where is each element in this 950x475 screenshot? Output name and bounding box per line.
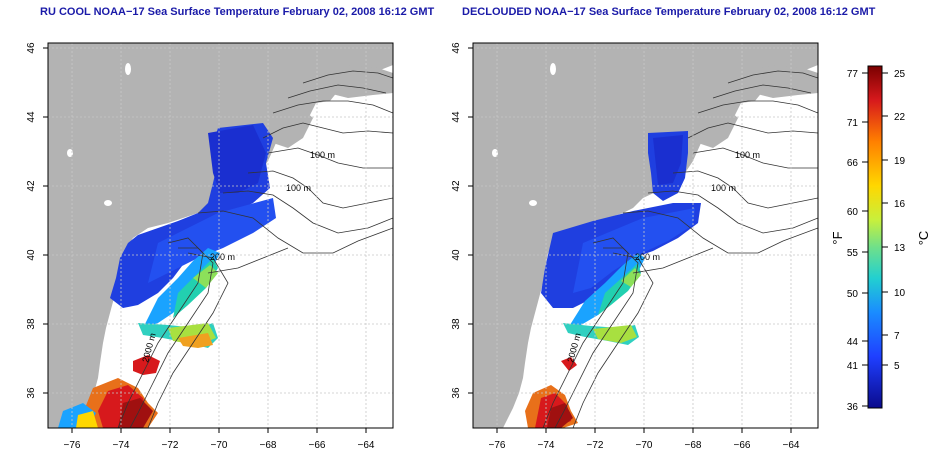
sst-warm-gulf-stream xyxy=(133,355,160,375)
lat-tick: 46 xyxy=(451,42,462,54)
bathymetry-contours xyxy=(117,70,393,428)
celsius-tick: 16 xyxy=(894,199,906,210)
lon-tick: −70 xyxy=(211,440,228,451)
lon-tick: −64 xyxy=(783,440,800,451)
lat-tick: 44 xyxy=(451,111,462,123)
lat-tick: 44 xyxy=(26,111,37,123)
lat-tick: 38 xyxy=(26,318,37,330)
fahrenheit-tick: 50 xyxy=(847,289,859,300)
lon-tick: −74 xyxy=(113,440,130,451)
celsius-tick: 25 xyxy=(894,69,906,80)
right-panel-title: DECLOUDED NOAA−17 Sea Surface Temperatur… xyxy=(462,6,876,18)
fahrenheit-tick: 66 xyxy=(847,158,859,169)
colorbar-scale xyxy=(867,65,883,409)
celsius-tick: 10 xyxy=(894,288,906,299)
fahrenheit-tick: 60 xyxy=(847,207,859,218)
fahrenheit-unit-label: °F xyxy=(830,231,845,244)
contour-label-100m-a: 100 m xyxy=(735,150,760,160)
right-map-panel: 100 m 100 m 200 m 2000 m xyxy=(451,42,819,451)
lat-tick: 46 xyxy=(26,42,37,54)
bathymetry-contours xyxy=(542,70,818,428)
land-mass xyxy=(473,43,818,428)
lon-tick: −68 xyxy=(260,440,277,451)
lon-tick: −74 xyxy=(538,440,555,451)
lat-tick: 36 xyxy=(451,387,462,399)
fahrenheit-tick: 77 xyxy=(847,69,859,80)
fahrenheit-tick: 44 xyxy=(847,337,859,348)
lon-tick: −76 xyxy=(64,440,81,451)
temperature-colorbar: 77 71 66 60 55 50 44 41 36 25 22 19 16 1… xyxy=(830,65,931,413)
left-map-panel: 100 m 100 m 200 m 2000 m xyxy=(26,42,394,451)
lon-tick: −70 xyxy=(636,440,653,451)
fahrenheit-tick: 41 xyxy=(847,361,859,372)
lat-tick: 40 xyxy=(26,249,37,261)
lat-tick: 42 xyxy=(26,180,37,192)
lon-tick: −72 xyxy=(587,440,604,451)
contour-label-200m: 200 m xyxy=(210,252,235,262)
celsius-tick: 7 xyxy=(894,331,900,342)
left-panel-title: RU COOL NOAA−17 Sea Surface Temperature … xyxy=(40,6,435,18)
contour-label-200m: 200 m xyxy=(635,252,660,262)
lat-lon-grid xyxy=(48,43,393,428)
land-mass xyxy=(48,43,393,428)
lat-tick: 38 xyxy=(451,318,462,330)
contour-label-100m-b: 100 m xyxy=(286,183,311,193)
lat-tick: 40 xyxy=(451,249,462,261)
fahrenheit-tick: 36 xyxy=(847,402,859,413)
celsius-tick: 13 xyxy=(894,243,906,254)
lon-tick: −64 xyxy=(358,440,375,451)
celsius-tick: 5 xyxy=(894,361,900,372)
celsius-tick: 19 xyxy=(894,156,906,167)
lon-tick: −66 xyxy=(309,440,326,451)
fahrenheit-tick: 55 xyxy=(847,248,859,259)
celsius-tick: 22 xyxy=(894,112,906,123)
lon-tick: −72 xyxy=(162,440,179,451)
lon-tick: −68 xyxy=(685,440,702,451)
celsius-unit-label: °C xyxy=(916,231,931,246)
fahrenheit-tick: 71 xyxy=(847,118,859,129)
lat-lon-grid xyxy=(473,43,818,428)
lon-tick: −66 xyxy=(734,440,751,451)
contour-label-100m-b: 100 m xyxy=(711,183,736,193)
lon-tick: −76 xyxy=(489,440,506,451)
lat-tick: 42 xyxy=(451,180,462,192)
lat-tick: 36 xyxy=(26,387,37,399)
contour-label-100m-a: 100 m xyxy=(310,150,335,160)
